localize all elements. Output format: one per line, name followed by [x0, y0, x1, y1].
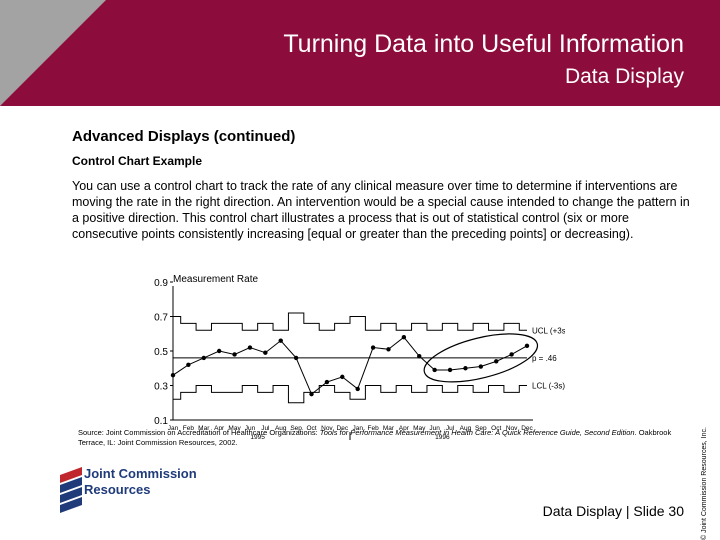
copyright-notice: © Joint Commission Resources, Inc. [701, 427, 708, 540]
section-heading: Advanced Displays (continued) [72, 128, 296, 145]
x-tick-label: Oct [491, 425, 501, 432]
y-tick-label: 0.5 [154, 347, 168, 358]
x-tick-label: Mar [383, 425, 395, 432]
data-point [201, 355, 206, 361]
center-label: p = .46 [532, 354, 557, 363]
chart-title: Measurement Rate [173, 274, 258, 285]
body-paragraph: You can use a control chart to track the… [72, 179, 690, 241]
x-tick-label: Mar [198, 425, 210, 432]
data-point [386, 347, 391, 352]
year-label-1996: 1996 [435, 434, 450, 440]
source-citation: Source: Joint Commission on Accreditatio… [78, 428, 678, 448]
y-tick-label: 0.3 [154, 382, 168, 393]
x-tick-label: Apr [214, 425, 225, 432]
jcr-logo-mark [60, 467, 82, 513]
data-point [247, 345, 253, 350]
data-point [216, 348, 222, 354]
x-tick-label: Feb [367, 425, 379, 432]
x-tick-label: Nov [321, 425, 333, 432]
lcl-line [173, 385, 527, 404]
data-point [340, 374, 345, 380]
x-tick-label: Oct [306, 425, 316, 432]
y-tick-label: 0.1 [154, 416, 168, 427]
x-tick-label: Jan [352, 425, 363, 432]
data-point [478, 364, 484, 369]
x-tick-label: Aug [275, 425, 287, 432]
data-point [232, 352, 237, 357]
data-point [309, 391, 314, 397]
data-point [417, 353, 422, 359]
x-tick-label: May [228, 425, 241, 432]
ucl-label: UCL (+3s) [532, 326, 565, 335]
data-point [463, 366, 468, 371]
x-tick-label: May [413, 425, 426, 432]
ucl-line [173, 312, 527, 331]
trend-highlight-ellipse [423, 333, 539, 383]
data-point [186, 362, 191, 367]
x-tick-label: Jul [261, 425, 270, 432]
x-tick-label: Jul [446, 425, 455, 432]
year-label-1995: 1995 [250, 434, 265, 440]
data-point [447, 367, 453, 373]
slide-header: Turning Data into Useful Information Dat… [0, 0, 720, 106]
data-point [324, 379, 330, 385]
data-point [401, 335, 407, 340]
data-point [494, 359, 499, 364]
source-prefix: Source: Joint Commission on Accreditatio… [78, 428, 320, 437]
x-tick-label: Aug [460, 425, 472, 432]
source-suffix: . Oakbrook Terrace, IL: Joint Commission… [78, 428, 672, 447]
y-tick-label: 0.7 [154, 313, 168, 324]
x-tick-label: Feb [183, 425, 195, 432]
data-point [278, 338, 283, 343]
y-tick-label: 0.9 [154, 278, 168, 289]
x-tick-label: Jun [429, 425, 440, 432]
slide-title: Turning Data into Useful Information [283, 30, 684, 58]
x-tick-label: Dec [337, 425, 349, 432]
data-point [370, 345, 376, 350]
x-tick-label: Jan [168, 425, 179, 432]
x-tick-label: Apr [399, 425, 410, 432]
control-chart: Measurement Rate 0.9 0.7 0.5 0.3 0.1 UCL (+3s)… [154, 274, 565, 440]
header-corner-triangle [0, 0, 106, 106]
slide-number-label: Data Display | Slide 30 [542, 503, 684, 519]
data-point [524, 343, 530, 349]
x-tick-label: Jun [245, 425, 256, 432]
data-point [293, 355, 299, 361]
data-point [263, 350, 268, 355]
measurement-series-line [172, 336, 528, 395]
x-tick-label: Sep [475, 425, 487, 432]
x-tick-label: Nov [506, 425, 518, 432]
lcl-label: LCL (-3s) [532, 382, 565, 391]
data-point [432, 367, 437, 373]
data-point [509, 352, 514, 357]
x-tick-label: Dec [521, 425, 533, 432]
logo-line2: Resources [84, 482, 151, 497]
section-subheading: Control Chart Example [72, 154, 203, 168]
data-point [355, 386, 360, 392]
source-title: Tools for Performance Measurement in Hea… [319, 428, 635, 437]
logo-line1: Joint Commission [84, 466, 197, 481]
data-point [170, 372, 176, 378]
slide-subtitle: Data Display [564, 65, 684, 88]
x-tick-label: Sep [290, 425, 302, 432]
